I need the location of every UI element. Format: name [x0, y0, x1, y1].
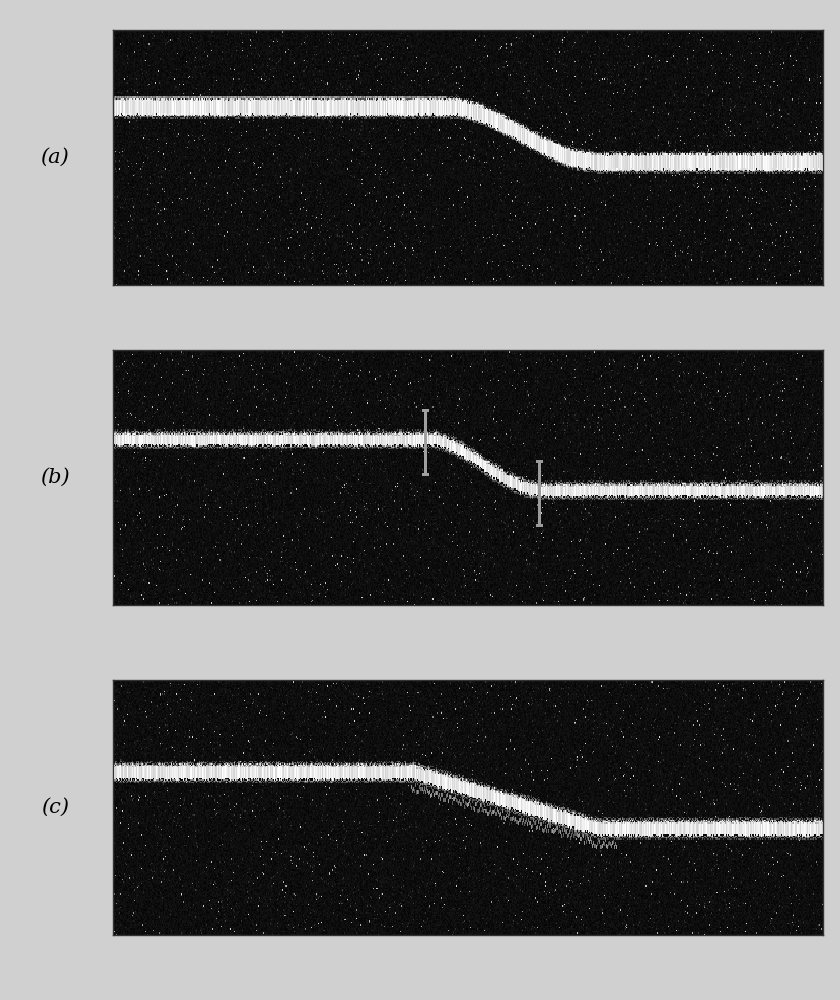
Text: (a): (a): [40, 148, 69, 167]
Text: (c): (c): [40, 798, 69, 817]
Text: (b): (b): [39, 468, 70, 487]
